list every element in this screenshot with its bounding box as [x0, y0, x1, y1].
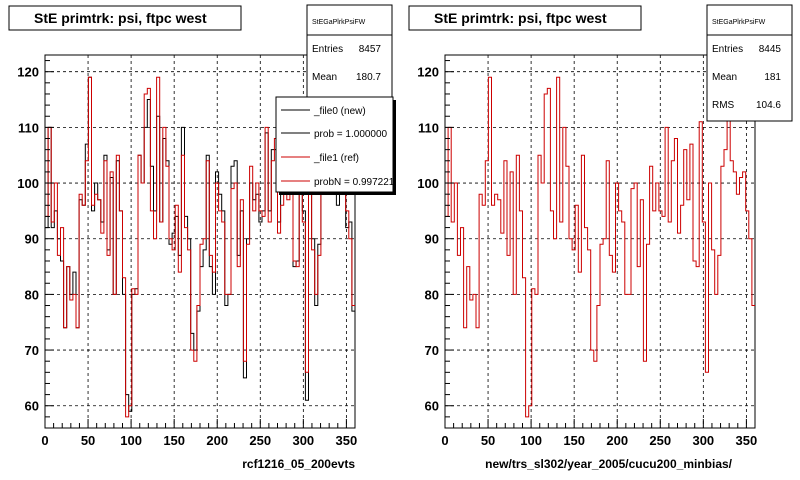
left-xtick-label-5: 250	[249, 433, 271, 448]
right-axes: 0 50 100 150 200 250 300 350 60 70 80 90 100 110 120	[417, 60, 758, 448]
left-title: StE primtrk: psi, ftpc west	[34, 10, 207, 26]
right-stat-label-mean: Mean	[712, 72, 737, 83]
legend-box	[275, 96, 394, 193]
left-stat-value-entries: 8457	[359, 44, 382, 55]
right-xtick-label-2: 100	[520, 433, 542, 448]
left-legend: _file0 (new) prob = 1.000000 _file1 (ref…	[275, 96, 396, 195]
left-panel: StE primtrk: psi, ftpc west 0 50 100 150 200…	[8, 4, 396, 471]
left-ytick-label-3: 90	[25, 232, 39, 247]
right-ytick-label-0: 60	[425, 399, 439, 414]
right-stats-name: StEGaPlrkPsiFW	[712, 19, 766, 26]
legend-label-3: probN = 0.997221	[314, 177, 395, 188]
left-ytick-label-4: 100	[17, 176, 39, 191]
right-xtick-label-6: 300	[692, 433, 714, 448]
right-title: StE primtrk: psi, ftpc west	[434, 10, 607, 26]
right-stat-value-rms: 104.6	[756, 100, 781, 111]
right-xtick-label-7: 350	[736, 433, 758, 448]
left-xtick-label-4: 200	[206, 433, 228, 448]
left-title-box	[8, 5, 242, 31]
right-ytick-label-5: 110	[418, 120, 439, 135]
left-stat-value-mean: 180.7	[356, 72, 381, 83]
right-stat-value-entries: 8445	[759, 44, 782, 55]
legend-label-1: prob = 1.000000	[314, 129, 388, 140]
left-series	[45, 76, 355, 418]
right-xlabel: new/trs_sl302/year_2005/cucu200_minbias/	[485, 457, 732, 471]
left-axes: 0 50 100 150 200 250 300 350 60 70 80 90 100 110 120	[17, 60, 358, 448]
right-xtick-label-1: 50	[481, 433, 495, 448]
left-stats-box: StEGaPlrkPsiFW Entries 8457 Mean 180.7	[306, 4, 393, 100]
left-stat-label-entries: Entries	[312, 44, 343, 55]
right-xtick-label-0: 0	[441, 433, 448, 448]
right-ytick-label-2: 80	[425, 287, 439, 302]
right-ytick-label-3: 90	[425, 232, 439, 247]
legend-label-2: _file1 (ref)	[313, 153, 359, 164]
left-xtick-label-2: 100	[120, 433, 142, 448]
left-xlabel: rcf1216_05_200evts	[242, 457, 355, 471]
right-series-0-line	[445, 76, 755, 418]
left-ytick-label-2: 80	[25, 287, 39, 302]
left-xtick-label-3: 150	[163, 433, 185, 448]
left-xtick-label-6: 300	[292, 433, 314, 448]
left-stat-label-mean: Mean	[312, 72, 337, 83]
left-xtick-label-7: 350	[336, 433, 358, 448]
right-stat-value-mean: 181	[764, 72, 781, 83]
legend-label-0: _file0 (new)	[313, 106, 366, 117]
right-xtick-label-5: 250	[649, 433, 671, 448]
left-stats-name: StEGaPlrkPsiFW	[312, 19, 366, 26]
right-ytick-label-1: 70	[425, 343, 439, 358]
right-ytick-label-6: 120	[417, 65, 439, 80]
left-xtick-label-1: 50	[81, 433, 95, 448]
right-panel: StE primtrk: psi, ftpc west 0 50 100 150 200…	[408, 4, 793, 471]
right-xtick-label-4: 200	[606, 433, 628, 448]
right-series	[445, 76, 755, 418]
right-stat-label-rms: RMS	[712, 100, 735, 111]
left-series-1-line	[45, 76, 355, 418]
right-stat-label-entries: Entries	[712, 44, 743, 55]
left-xtick-label-0: 0	[41, 433, 48, 448]
left-ytick-label-0: 60	[25, 399, 39, 414]
right-stats-box: StEGaPlrkPsiFW Entries 8445 Mean 181 RMS…	[706, 4, 793, 122]
right-title-box	[408, 5, 642, 31]
right-xtick-label-3: 150	[563, 433, 585, 448]
left-ytick-label-6: 120	[17, 65, 39, 80]
left-ytick-label-5: 110	[18, 120, 39, 135]
right-ytick-label-4: 100	[417, 176, 439, 191]
left-ytick-label-1: 70	[25, 343, 39, 358]
